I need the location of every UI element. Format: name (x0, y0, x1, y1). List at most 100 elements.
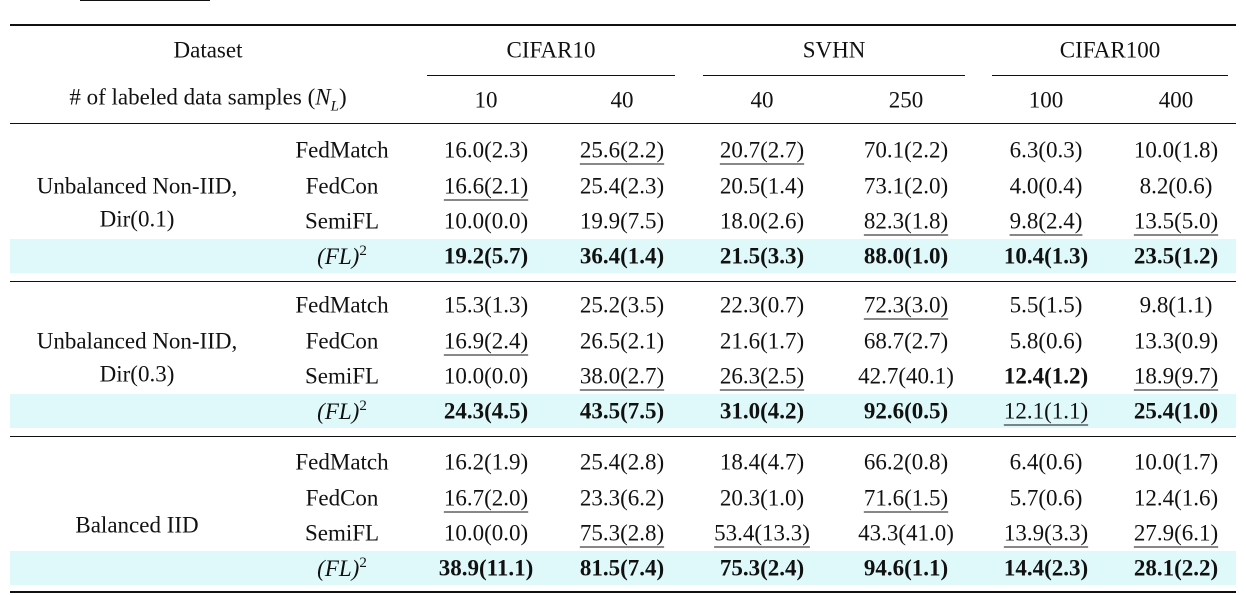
superscript: 2 (359, 243, 367, 260)
header-cell: 250 (888, 87, 924, 113)
rule (427, 75, 675, 76)
group-label: Unbalanced Non-IID, (36, 328, 238, 354)
cell: 31.0(4.2) (719, 398, 805, 424)
header-cell: Dataset (173, 37, 243, 63)
cell: 14.4(2.3) (1003, 555, 1089, 581)
cell: 71.6(1.5) (863, 485, 949, 511)
cell: 43.3(41.0) (858, 520, 954, 546)
label: # of labeled data samples (69, 84, 302, 110)
method: SemiFL (304, 520, 380, 546)
method: SemiFL (304, 363, 380, 389)
cell: 26.5(2.1) (579, 328, 665, 354)
cell: 23.5(1.2) (1133, 243, 1219, 269)
cell: 19.2(5.7) (443, 243, 529, 269)
cell: 53.4(13.3) (714, 520, 810, 546)
cell: 75.3(2.8) (579, 520, 665, 546)
method-name: (FL) (317, 243, 360, 269)
cell: 13.3(0.9) (1133, 328, 1219, 354)
superscript: 2 (359, 555, 367, 572)
cell: 81.5(7.4) (579, 555, 665, 581)
cell: 26.3(2.5) (719, 363, 805, 389)
cell: 16.6(2.1) (443, 173, 529, 199)
header-cell: 40 (610, 87, 634, 113)
cell: 16.7(2.0) (443, 485, 529, 511)
rule (80, 0, 210, 1)
cell: 88.0(1.0) (863, 243, 949, 269)
cell: 8.2(0.6) (1139, 173, 1213, 199)
cell: 27.9(6.1) (1133, 520, 1219, 546)
method: SemiFL (304, 208, 380, 234)
cell: 12.4(1.6) (1133, 485, 1219, 511)
cell: 13.5(5.0) (1133, 208, 1219, 234)
group-label: Balanced IID (75, 512, 199, 538)
cell: 6.4(0.6) (1009, 449, 1083, 475)
method: (FL)2 (317, 556, 367, 580)
cell: 25.6(2.2) (579, 137, 665, 163)
cell: 28.1(2.2) (1133, 555, 1219, 581)
header-cell: CIFAR100 (1059, 37, 1161, 63)
rule (10, 281, 1236, 282)
cell: 19.9(7.5) (579, 208, 665, 234)
cell: 16.9(2.4) (443, 328, 529, 354)
cell: 25.4(2.8) (579, 449, 665, 475)
header-cell: 100 (1028, 87, 1064, 113)
method: FedMatch (295, 292, 389, 318)
cell: 5.7(0.6) (1009, 485, 1083, 511)
highlight (10, 239, 1236, 273)
cell: 72.3(3.0) (863, 292, 949, 318)
cell: 12.4(1.2) (1003, 363, 1089, 389)
cell: 24.3(4.5) (443, 398, 529, 424)
cell: 4.0(0.4) (1009, 173, 1083, 199)
rule (10, 123, 1236, 124)
cell: 13.9(3.3) (1003, 520, 1089, 546)
cell: 92.6(0.5) (863, 398, 949, 424)
group-label: Unbalanced Non-IID, (36, 173, 238, 199)
method: FedCon (305, 328, 379, 354)
method: (FL)2 (317, 399, 367, 423)
cell: 20.5(1.4) (719, 173, 805, 199)
cell: 18.0(2.6) (719, 208, 805, 234)
cell: 36.4(1.4) (579, 243, 665, 269)
group-label: Dir(0.3) (99, 361, 175, 387)
cell: 10.0(0.0) (443, 208, 529, 234)
cell: 94.6(1.1) (863, 555, 949, 581)
cell: 18.9(9.7) (1133, 363, 1219, 389)
header-cell: 40 (750, 87, 774, 113)
cell: 75.3(2.4) (719, 555, 805, 581)
header-cell: 400 (1158, 87, 1194, 113)
rule (10, 591, 1236, 593)
cell: 73.1(2.0) (863, 173, 949, 199)
cell: 15.3(1.3) (443, 292, 529, 318)
cell: 16.2(1.9) (443, 449, 529, 475)
cell: 16.0(2.3) (443, 137, 529, 163)
rule (10, 436, 1236, 437)
header-cell: # of labeled data samples (NL) (69, 84, 347, 115)
header-cell: CIFAR10 (506, 37, 596, 63)
cell: 70.1(2.2) (863, 137, 949, 163)
cell: 12.1(1.1) (1003, 398, 1089, 424)
cell: 20.3(1.0) (719, 485, 805, 511)
method: FedCon (305, 485, 379, 511)
header-cell: SVHN (802, 37, 866, 63)
cell: 66.2(0.8) (863, 449, 949, 475)
method-name: (FL) (317, 398, 360, 424)
subscript: L (330, 98, 339, 115)
rule (992, 75, 1228, 76)
method: FedCon (305, 173, 379, 199)
cell: 10.0(0.0) (443, 363, 529, 389)
cell: 6.3(0.3) (1009, 137, 1083, 163)
method: FedMatch (295, 137, 389, 163)
cell: 21.5(3.3) (719, 243, 805, 269)
method: (FL)2 (317, 244, 367, 268)
cell: 10.4(1.3) (1003, 243, 1089, 269)
rule (10, 24, 1236, 26)
cell: 25.2(3.5) (579, 292, 665, 318)
cell: 21.6(1.7) (719, 328, 805, 354)
highlight (10, 551, 1236, 585)
cell: 9.8(2.4) (1009, 208, 1083, 234)
cell: 5.8(0.6) (1009, 328, 1083, 354)
cell: 82.3(1.8) (863, 208, 949, 234)
cell: 38.0(2.7) (579, 363, 665, 389)
cell: 43.5(7.5) (579, 398, 665, 424)
